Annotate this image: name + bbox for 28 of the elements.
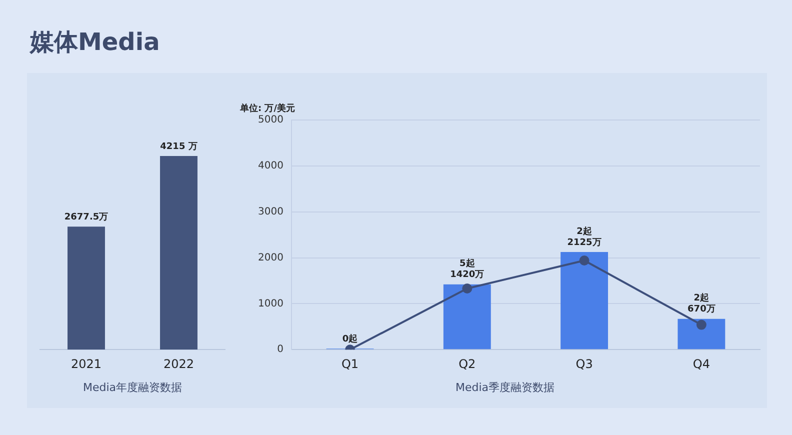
data-label: 2起 670万: [688, 292, 716, 315]
x-tick-label: Q3: [576, 356, 593, 371]
bar: [560, 252, 608, 350]
point: [579, 256, 590, 266]
point: [462, 284, 472, 294]
chart-title: 媒体Media: [30, 27, 160, 58]
y-tick-label: 0: [277, 344, 284, 356]
data-label: 0起: [342, 333, 358, 344]
y-tick-label: 1000: [258, 298, 284, 310]
x-axis-title: Media季度融资数据: [454, 380, 556, 395]
data-label: 5起 1420万: [450, 258, 484, 280]
x-tick-label: Q4: [692, 356, 710, 371]
y-tick-label: 4000: [258, 160, 284, 172]
x-axis-title: Media年度融资数据: [82, 380, 184, 395]
point: [696, 320, 706, 330]
data-label: 2677.5万: [64, 212, 108, 222]
data-label: 2起 2125万: [567, 226, 602, 248]
x-tick-label: 2022: [163, 356, 194, 371]
x-tick-label: 2021: [70, 356, 102, 371]
y-axis-title: 单位: 万/美元: [240, 102, 296, 115]
bar: [443, 284, 491, 350]
x-tick-label: Q1: [341, 356, 359, 371]
y-tick-label: 3000: [258, 206, 284, 218]
y-tick-label: 5000: [258, 114, 284, 126]
bar: [678, 318, 726, 350]
x-tick-label: Q2: [458, 356, 476, 371]
data-label: 4215 万: [160, 142, 198, 152]
y-tick-label: 2000: [258, 252, 284, 264]
